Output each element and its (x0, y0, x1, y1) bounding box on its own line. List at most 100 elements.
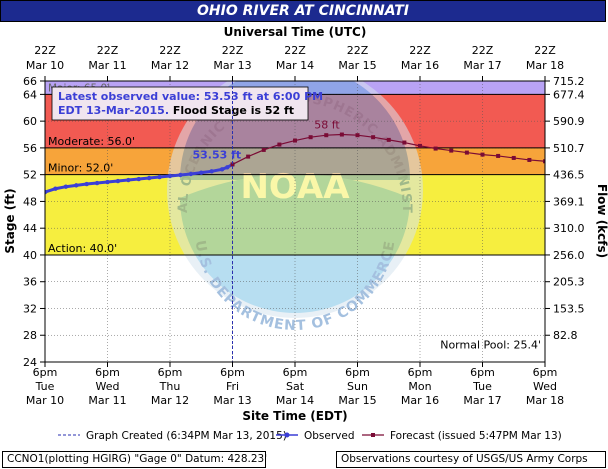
forecast-point (339, 132, 344, 137)
utc-tick-date: Mar 10 (26, 59, 64, 72)
forecast-point (308, 135, 313, 140)
observed-point (219, 167, 225, 172)
info-box-background (51, 86, 309, 121)
forecast-point (293, 138, 297, 143)
observed-point (63, 184, 69, 189)
right-tick-label: 205.3 (553, 276, 585, 289)
left-tick-label: 32 (23, 302, 37, 315)
utc-tick-hour: 22Z (34, 44, 56, 57)
hydrograph-chart: NOAANATIONAL OCEANIC AND ATMOSPHERIC ADM… (3, 25, 608, 442)
left-axis-title: Stage (ft) (3, 188, 17, 253)
observed-point (209, 169, 214, 174)
left-tick-label: 66 (23, 75, 37, 88)
local-tick-day: Sun (347, 380, 368, 393)
local-tick-time: 6pm (283, 366, 308, 379)
utc-tick-hour: 22Z (97, 44, 119, 57)
legend-forecast-label: Forecast (issued 5:47PM Mar 13) (390, 430, 562, 442)
local-tick-date: Mar 16 (401, 394, 439, 407)
left-tick-label: 64 (23, 88, 37, 101)
left-tick-label: 52 (23, 169, 37, 182)
utc-tick-hour: 22Z (222, 44, 244, 57)
legend-observed-marker (284, 432, 290, 438)
left-tick-label: 56 (23, 142, 37, 155)
forecast-point (464, 150, 469, 155)
local-tick-date: Mar 11 (88, 394, 126, 407)
local-tick-day: Wed (96, 380, 120, 393)
legend-created-label: Graph Created (6:34PM Mar 13, 2015) (86, 430, 287, 442)
right-tick-label: 153.5 (553, 302, 585, 315)
latest-value-box: Latest observed value: 53.53 ft at 6:00 … (51, 86, 323, 121)
observed-point (74, 183, 79, 188)
info-line-1: Latest observed value: 53.53 ft at 6:00 … (58, 90, 323, 103)
observed-point (126, 177, 131, 183)
forecast-point (527, 157, 532, 162)
right-tick-label: 677.4 (553, 88, 585, 101)
datum-note: CCNO1(plotting HGIRG) "Gage 0" Datum: 42… (2, 451, 267, 468)
info-date: EDT 13-Mar-2015. (58, 104, 169, 117)
utc-tick-date: Mar 15 (338, 59, 376, 72)
utc-tick-hour: 22Z (409, 44, 431, 57)
observed-point (115, 178, 121, 184)
courtesy-note: Observations courtesy of USGS/US Army Co… (336, 451, 606, 468)
local-tick-day: Wed (533, 380, 557, 393)
local-tick-date: Mar 15 (338, 394, 376, 407)
observed-point (188, 171, 194, 177)
utc-tick-hour: 22Z (159, 44, 181, 57)
observed-point (199, 170, 204, 175)
forecast-point (355, 133, 360, 138)
watermark-center: NOAA (240, 167, 350, 207)
left-tick-label: 60 (23, 115, 37, 128)
threshold-moderate: Moderate: 56.0' (48, 135, 135, 148)
utc-tick-date: Mar 13 (213, 59, 251, 72)
forecast-point (386, 137, 391, 142)
local-tick-day: Fri (226, 380, 239, 393)
local-tick-date: Mar 17 (463, 394, 501, 407)
left-tick-label: 40 (23, 249, 37, 262)
utc-tick-date: Mar 16 (401, 59, 439, 72)
peak-value-label: 58 ft (314, 119, 340, 132)
local-tick-time: 6pm (408, 366, 433, 379)
observed-point (136, 176, 141, 182)
right-tick-label: 436.5 (553, 169, 585, 182)
local-tick-time: 6pm (95, 366, 120, 379)
local-tick-time: 6pm (470, 366, 495, 379)
forecast-point (480, 152, 485, 157)
local-tick-time: 6pm (158, 366, 183, 379)
info-line-2: EDT 13-Mar-2015. Flood Stage is 52 ft (58, 104, 294, 117)
forecast-point (261, 147, 266, 152)
local-tick-date: Mar 14 (276, 394, 314, 407)
observed-point (94, 180, 100, 186)
observed-point (45, 189, 48, 195)
local-tick-time: 6pm (345, 366, 370, 379)
observed-point (84, 181, 89, 187)
local-tick-time: 6pm (533, 366, 558, 379)
forecast-point (371, 135, 376, 140)
left-tick-label: 36 (23, 276, 37, 289)
forecast-point (324, 133, 329, 138)
observed-point (53, 186, 58, 191)
forecast-point (277, 142, 282, 147)
right-tick-label: 715.2 (553, 75, 585, 88)
right-tick-label: 369.1 (553, 195, 585, 208)
observed-point (105, 179, 110, 185)
legend: Graph Created (6:34PM Mar 13, 2015) Obser… (58, 430, 562, 442)
annotations: 53.53 ft 58 ft (193, 81, 340, 362)
local-tick-time: 6pm (33, 366, 58, 379)
utc-tick-date: Mar 11 (88, 59, 126, 72)
forecast-point (449, 148, 454, 153)
left-tick-label: 44 (23, 222, 37, 235)
left-tick-label: 48 (23, 195, 37, 208)
forecast-point (511, 155, 516, 160)
latest-value-label: 53.53 ft (193, 148, 242, 161)
forecast-point (246, 154, 251, 159)
observed-point (157, 174, 162, 180)
right-axis-title: Flow (kcfs) (595, 184, 608, 258)
observed-point (225, 165, 230, 170)
forecast-point (418, 143, 422, 148)
utc-tick-date: Mar 17 (463, 59, 501, 72)
forecast-point (496, 153, 501, 158)
right-tick-label: 256.0 (553, 249, 585, 262)
local-tick-day: Tue (35, 380, 55, 393)
forecast-point (230, 162, 235, 167)
